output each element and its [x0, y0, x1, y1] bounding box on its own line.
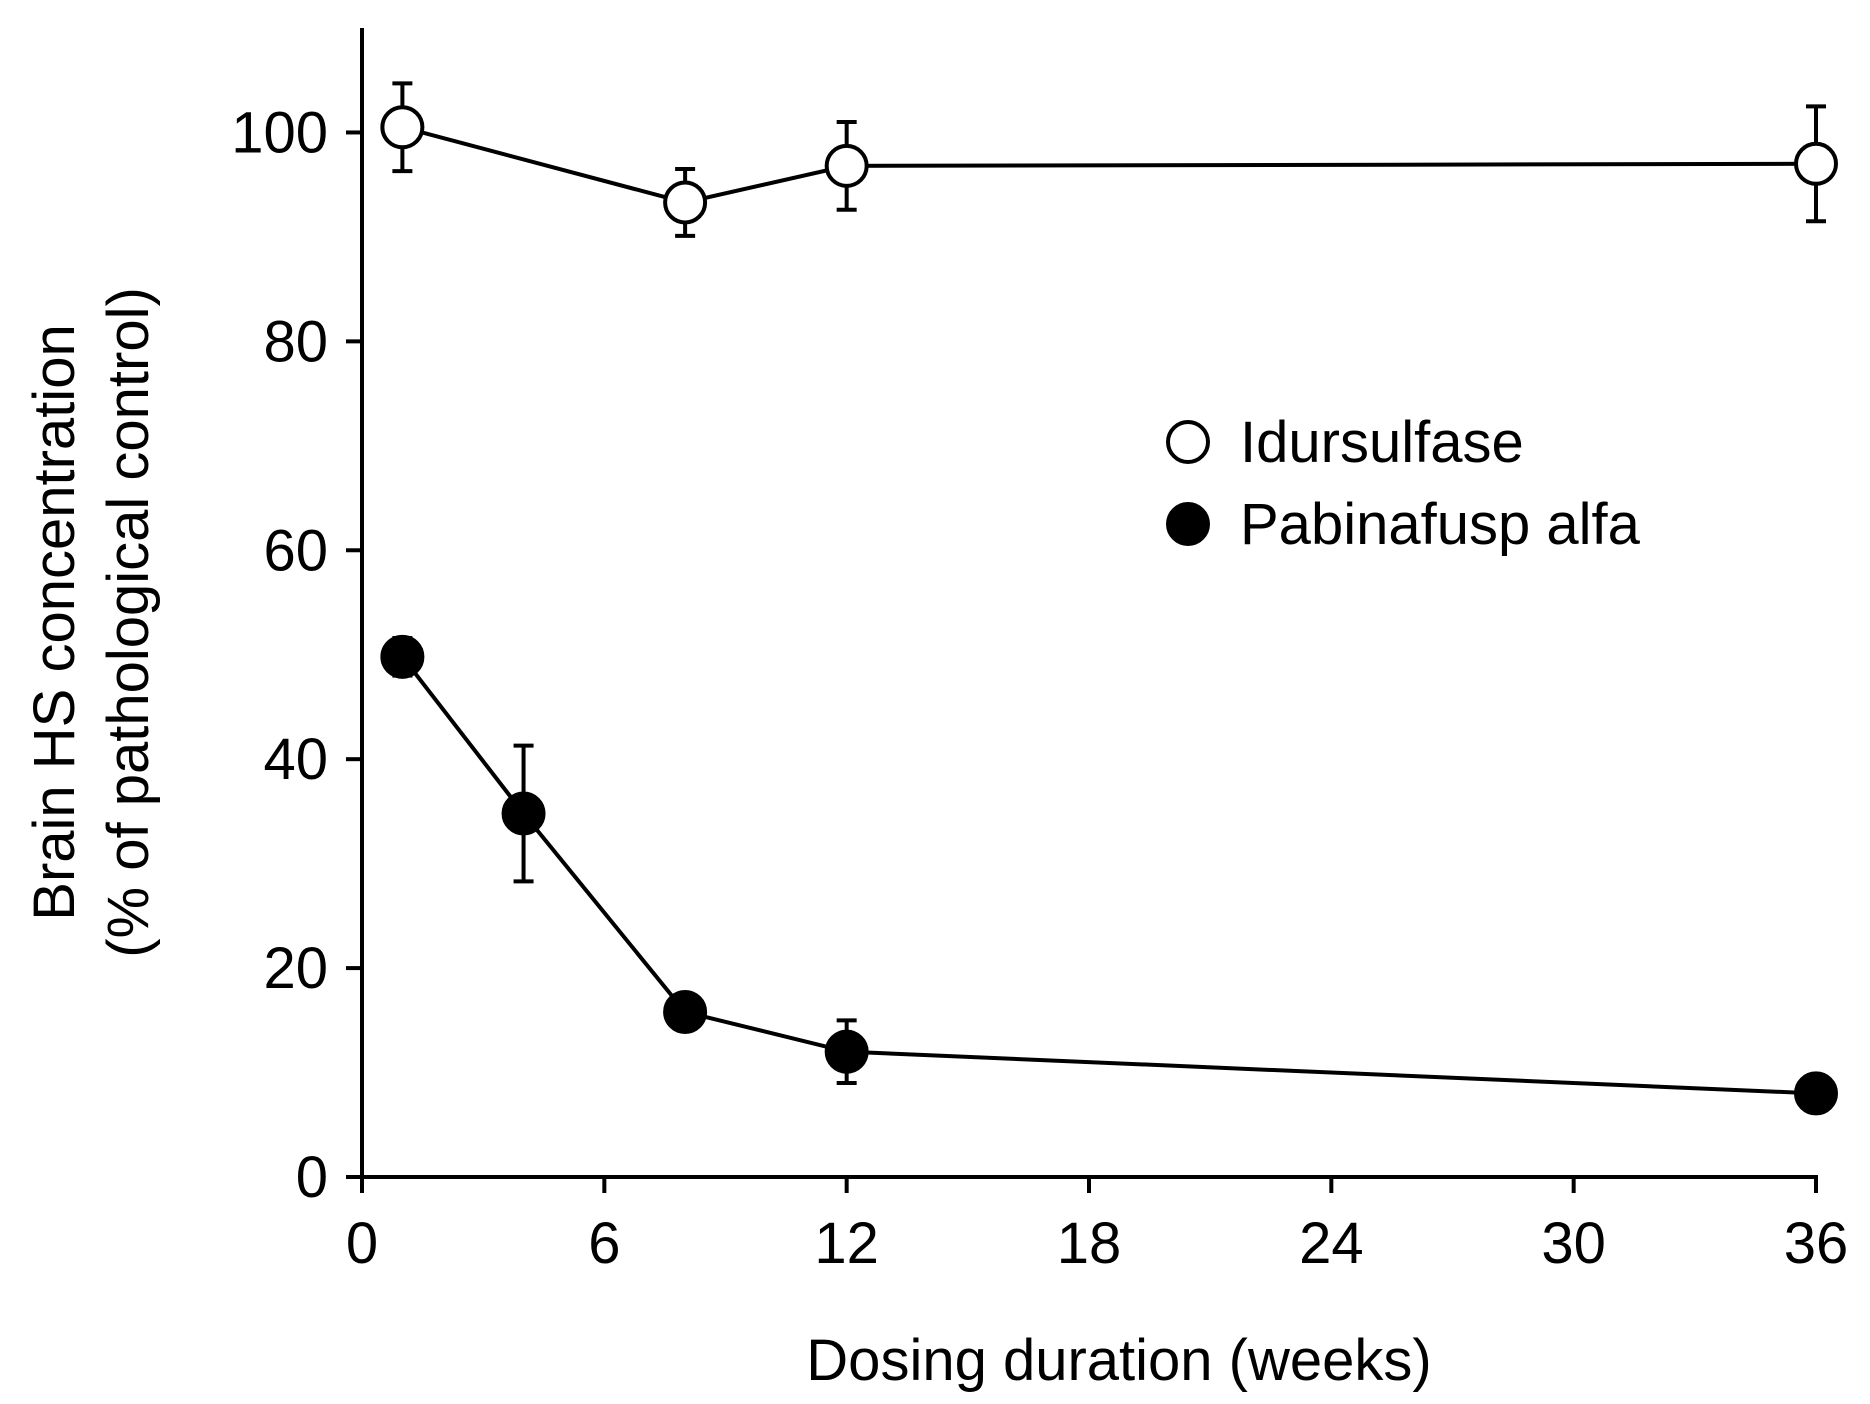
series-pabinafusp-alfa — [380, 634, 1838, 1116]
series-line-idursulfase — [401, 125, 1817, 205]
series-line-pabinafusp-alfa — [400, 655, 1817, 1096]
series-layer — [380, 81, 1838, 1116]
y-tick-label-20: 20 — [263, 936, 328, 1001]
data-point-pabinafusp-alfa-4 — [501, 791, 546, 836]
data-point-pabinafusp-alfa-12 — [824, 1029, 869, 1074]
y-axis-title-line-2: (% of pathological control) — [96, 287, 161, 958]
y-tick-label-0: 0 — [296, 1145, 328, 1210]
legend-label-idursulfase: Idursulfase — [1240, 410, 1524, 475]
y-ticks: 0 20 40 60 80 100 — [231, 100, 362, 1210]
data-point-idursulfase-12 — [824, 143, 869, 188]
y-axis-title-line-1: Brain HS concentration — [22, 324, 87, 920]
x-tick-label-6: 6 — [588, 1211, 620, 1276]
data-point-pabinafusp-alfa-8 — [663, 989, 708, 1034]
x-tick-label-18: 18 — [1057, 1211, 1122, 1276]
y-tick-label-60: 60 — [263, 518, 328, 583]
x-tick-label-30: 30 — [1541, 1211, 1606, 1276]
axes — [346, 28, 1818, 1179]
x-tick-label-36: 36 — [1784, 1211, 1849, 1276]
legend-marker-idursulfase — [1166, 420, 1210, 464]
legend: Idursulfase Pabinafusp alfa — [1166, 410, 1641, 557]
x-ticks: 0 6 12 18 24 30 36 — [346, 1177, 1848, 1276]
y-tick-label-100: 100 — [231, 100, 328, 165]
y-tick-label-80: 80 — [263, 309, 328, 374]
x-tick-label-12: 12 — [814, 1211, 879, 1276]
x-axis-title: Dosing duration (weeks) — [806, 1328, 1431, 1393]
x-tick-label-0: 0 — [346, 1211, 378, 1276]
data-point-pabinafusp-alfa-36 — [1794, 1071, 1838, 1116]
legend-marker-pabinafusp-alfa — [1166, 502, 1210, 546]
data-point-idursulfase-8 — [663, 180, 708, 225]
data-point-idursulfase-36 — [1794, 141, 1838, 186]
data-point-pabinafusp-alfa-1 — [380, 634, 425, 679]
data-point-idursulfase-1 — [380, 105, 425, 150]
y-tick-label-40: 40 — [263, 727, 328, 792]
legend-label-pabinafusp-alfa: Pabinafusp alfa — [1240, 492, 1641, 557]
series-idursulfase — [380, 81, 1838, 238]
x-tick-label-24: 24 — [1299, 1211, 1364, 1276]
y-axis-title: Brain HS concentration (% of pathologica… — [22, 287, 161, 958]
